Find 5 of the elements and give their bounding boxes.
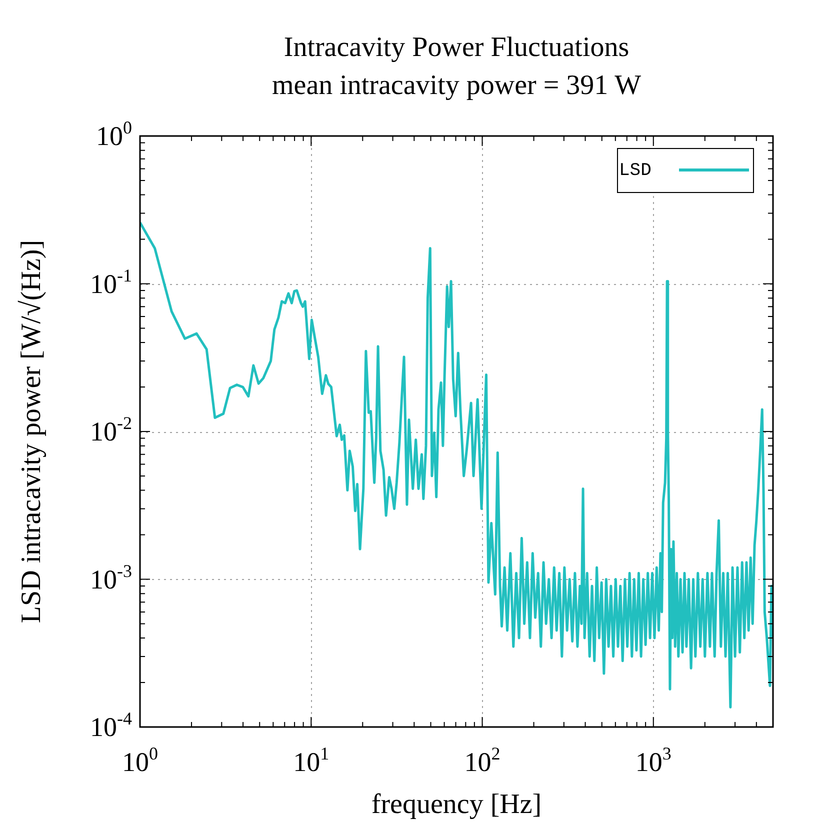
legend-label: LSD: [619, 160, 652, 181]
chart-subtitle: mean intracavity power = 391 W: [272, 70, 642, 101]
chart-title: Intracavity Power Fluctuations: [284, 32, 630, 63]
x-axis-title: frequency [Hz]: [371, 789, 542, 820]
y-axis-title: LSD intracavity power [W/√(Hz)]: [16, 240, 47, 624]
